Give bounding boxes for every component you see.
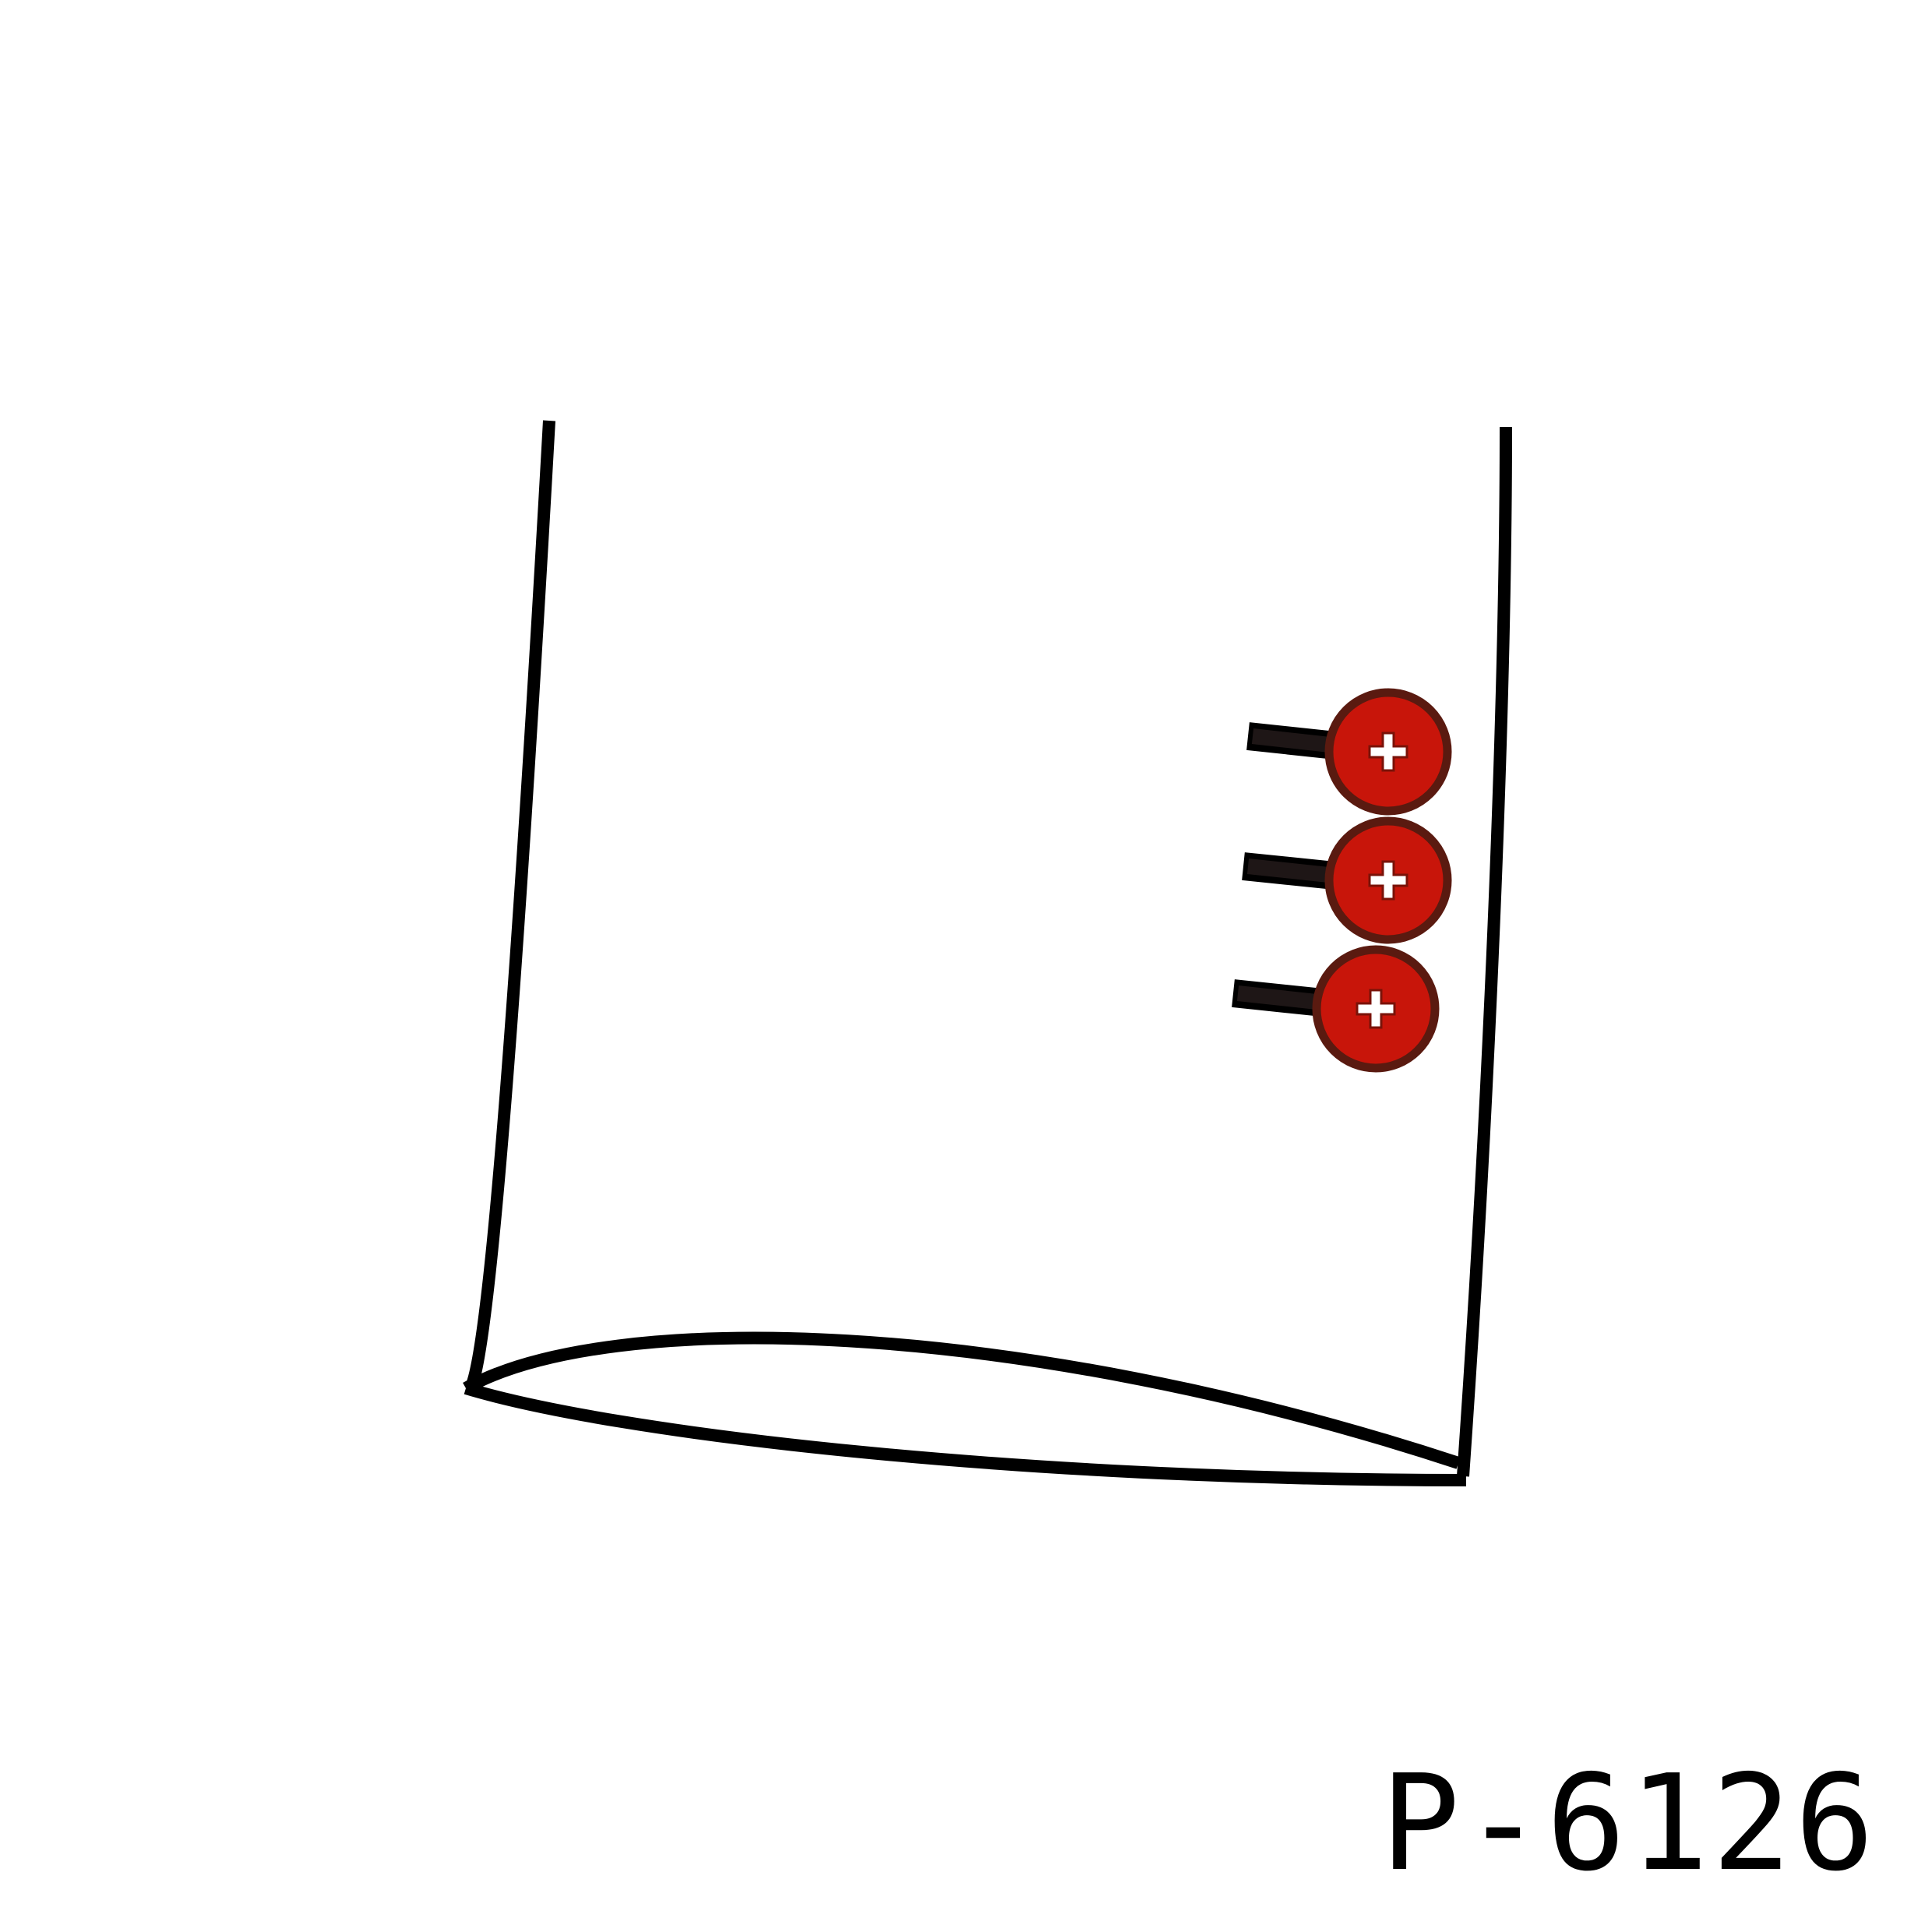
sleeve-left-edge: [465, 420, 555, 1390]
button-cross-icon: [1356, 989, 1396, 1029]
cuff-front-hem: [464, 1382, 1467, 1486]
button-cross-icon: [1368, 732, 1408, 772]
cuff-back-hem: [463, 1331, 1461, 1469]
cuff-buttons: [1232, 688, 1452, 1073]
button-cross-icon: [1368, 860, 1408, 901]
style-code-label: P-6126: [1380, 1747, 1877, 1901]
sleeve-outline: [463, 420, 1512, 1486]
sleeve-right-edge: [1457, 426, 1512, 1477]
